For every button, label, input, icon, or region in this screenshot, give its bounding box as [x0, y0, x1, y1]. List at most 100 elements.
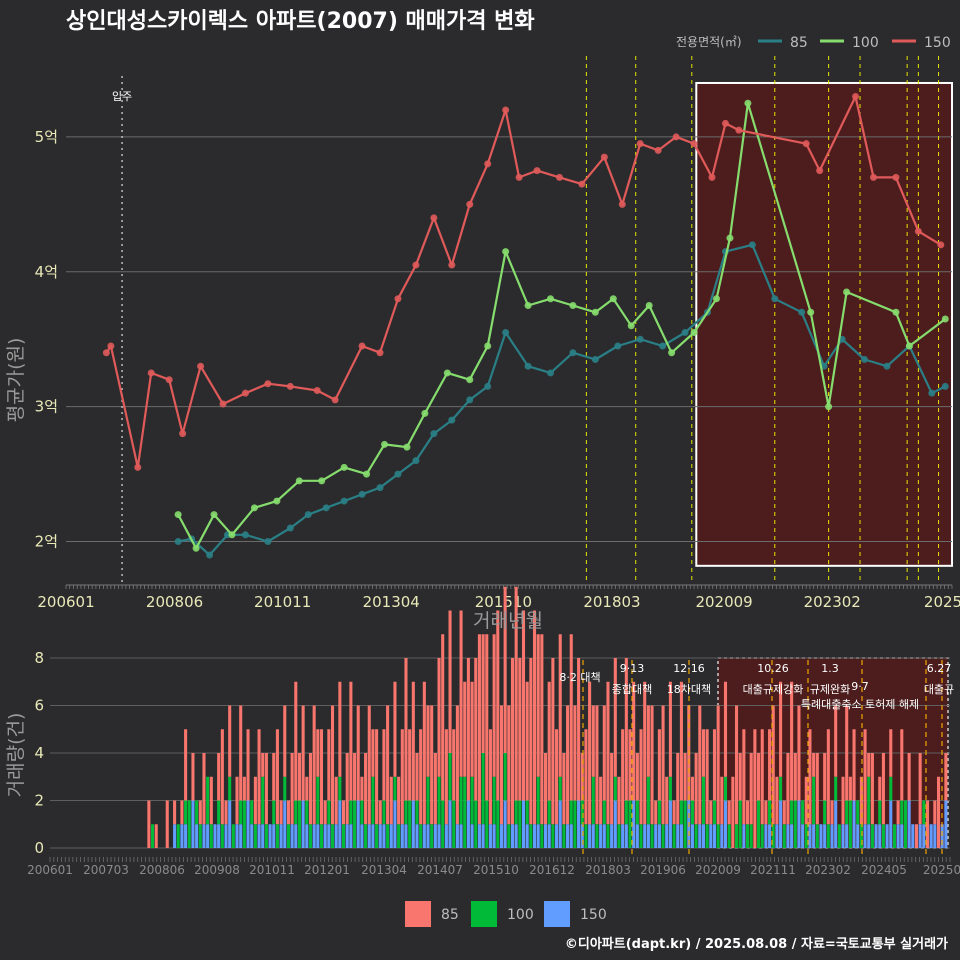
bar-85: [386, 705, 390, 825]
data-point-150: [914, 227, 922, 235]
data-point-150: [484, 160, 492, 168]
bar-85: [657, 729, 661, 801]
data-point-150: [179, 430, 187, 438]
data-point-85: [861, 355, 869, 363]
data-point-85: [771, 295, 779, 303]
data-point-150: [852, 92, 860, 100]
bar-100: [349, 800, 353, 825]
policy-date: 9·7: [851, 680, 869, 693]
bar-85: [646, 705, 650, 777]
data-point-85: [502, 328, 510, 336]
bar-100: [319, 824, 324, 848]
data-point-100: [192, 544, 200, 552]
bar-85: [588, 681, 592, 825]
bar-100: [305, 800, 309, 825]
bar-85: [841, 776, 845, 825]
x-tick-label: 2025: [924, 593, 960, 611]
bar-150: [867, 824, 871, 848]
bar-100: [540, 824, 544, 848]
bar-100: [474, 800, 478, 848]
bar-85: [507, 705, 511, 825]
x-tick-label-bottom: 202009: [695, 863, 741, 877]
bar-100: [823, 800, 827, 825]
bar-85: [558, 634, 562, 777]
bar-85: [367, 705, 371, 825]
bar-150: [900, 824, 904, 848]
bar-150: [665, 824, 669, 848]
legend-label-100: 100: [852, 35, 879, 51]
data-point-150: [358, 342, 366, 350]
bar-150: [400, 824, 404, 848]
bar-150: [933, 824, 937, 848]
bar-85: [220, 729, 224, 825]
bar-100: [198, 824, 202, 848]
bar-85: [481, 634, 485, 753]
bar-100: [837, 824, 841, 848]
bar-85: [823, 753, 827, 801]
bar-100: [672, 824, 676, 848]
bar-100: [441, 800, 445, 848]
bar-85: [720, 776, 724, 825]
bar-85: [786, 753, 790, 825]
data-point-150: [672, 133, 680, 141]
bar-85: [242, 776, 246, 801]
x-tick-label: 201011: [254, 593, 311, 611]
x-tick-label-bottom: 201201: [304, 863, 350, 877]
bar-100: [364, 824, 368, 848]
bar-150: [918, 824, 922, 848]
bar-100: [308, 824, 313, 848]
bar-85: [727, 800, 731, 825]
bar-85: [896, 800, 900, 825]
bar-150: [808, 824, 812, 848]
data-point-100: [892, 308, 900, 316]
bar-150: [338, 800, 342, 848]
bar-85: [463, 681, 467, 777]
bar-85: [272, 753, 276, 801]
data-point-100: [340, 463, 348, 471]
bar-150: [624, 824, 628, 848]
data-point-85: [322, 504, 330, 512]
bar-100: [712, 800, 717, 825]
data-point-150: [313, 386, 321, 394]
bar-85: [830, 800, 834, 825]
bar-100: [393, 776, 397, 801]
bar-85: [279, 800, 283, 825]
x-tick-label: 200601: [37, 593, 94, 611]
data-point-150: [165, 376, 173, 384]
bar-150: [213, 824, 217, 848]
bar-100: [668, 776, 672, 801]
data-point-85: [820, 362, 828, 370]
data-point-100: [524, 302, 532, 310]
bar-150: [896, 824, 900, 848]
bar-85: [643, 681, 647, 825]
bar-150: [889, 800, 893, 848]
policy-date: 1.3: [821, 662, 839, 675]
bar-85: [496, 610, 500, 801]
y-tick-label: 3억: [35, 398, 58, 416]
bar-85: [701, 729, 705, 777]
bar-150: [566, 824, 570, 848]
bar-85: [345, 753, 349, 825]
bar-150: [845, 824, 849, 848]
bar-150: [459, 824, 463, 848]
highlight-box: [695, 81, 954, 567]
bar-85: [775, 776, 779, 825]
bar-150: [272, 824, 276, 848]
data-point-85: [430, 430, 438, 438]
bar-100: [371, 776, 375, 825]
bar-100: [606, 824, 610, 848]
bar-150: [602, 824, 606, 848]
bar-150: [415, 824, 419, 848]
bar-85: [356, 705, 360, 801]
bar-85: [224, 800, 228, 825]
bar-150: [768, 824, 772, 848]
bar-150: [878, 824, 882, 848]
bar-85: [746, 800, 750, 825]
data-point-100: [609, 295, 617, 303]
bar-150: [202, 824, 206, 848]
bar-100: [812, 776, 816, 825]
bar-85: [246, 729, 250, 801]
bar-100: [231, 824, 235, 848]
bar-85: [698, 705, 702, 825]
bar-85: [275, 729, 279, 825]
